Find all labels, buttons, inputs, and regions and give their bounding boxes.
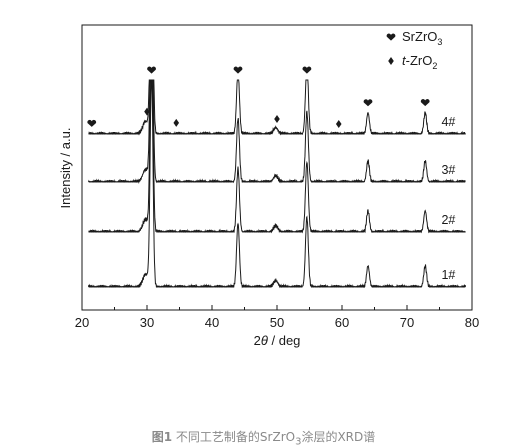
x-tick-label-40: 40 (205, 315, 219, 330)
srzro3-marker-icon (420, 99, 430, 107)
legend: SrZrO3 t-ZrO2 (386, 29, 442, 71)
series-labels: 1# 2# 3# 4# (441, 115, 455, 282)
legend-entry-srzro3: SrZrO3 (402, 29, 442, 47)
zro2-marker-icon (335, 120, 342, 128)
series-label-1: 1# (441, 268, 455, 282)
srzro3-marker-icon (302, 66, 312, 74)
series-label-3: 3# (441, 163, 455, 177)
zro2-marker-icon (173, 118, 180, 127)
srzro3-marker-icon (233, 66, 243, 74)
trace-4 (88, 79, 466, 136)
trace-3 (88, 79, 466, 184)
x-axis-title: 2θ / deg (254, 333, 301, 348)
x-tick-label-20: 20 (75, 315, 89, 330)
zro2-marker-icon (144, 107, 150, 116)
series-label-4: 4# (441, 115, 455, 129)
x-tick-label-60: 60 (335, 315, 349, 330)
series-label-2: 2# (441, 213, 455, 227)
x-tick-label-80: 80 (465, 315, 479, 330)
legend-entry-zro2: t-ZrO2 (402, 53, 437, 71)
trace-2 (88, 79, 466, 234)
legend-heart-icon (386, 33, 396, 41)
traces-layer (88, 79, 466, 289)
legend-diamond-icon (388, 57, 394, 65)
srzro3-marker-icon (363, 99, 373, 107)
x-tick-label-70: 70 (400, 315, 414, 330)
srzro3-marker-icon (147, 66, 156, 74)
figure-caption: 图1 不同工艺制备的SrZrO3涂层的XRD谱 (151, 430, 376, 448)
phase-markers (87, 66, 430, 128)
y-axis-title: Intensity / a.u. (58, 128, 73, 209)
zro2-marker-icon (274, 114, 280, 123)
x-tick-label-50: 50 (270, 315, 284, 330)
srzro3-marker-icon (87, 119, 97, 127)
x-tick-label-30: 30 (140, 315, 154, 330)
x-ticks: 20 30 40 50 60 70 80 (75, 305, 479, 330)
